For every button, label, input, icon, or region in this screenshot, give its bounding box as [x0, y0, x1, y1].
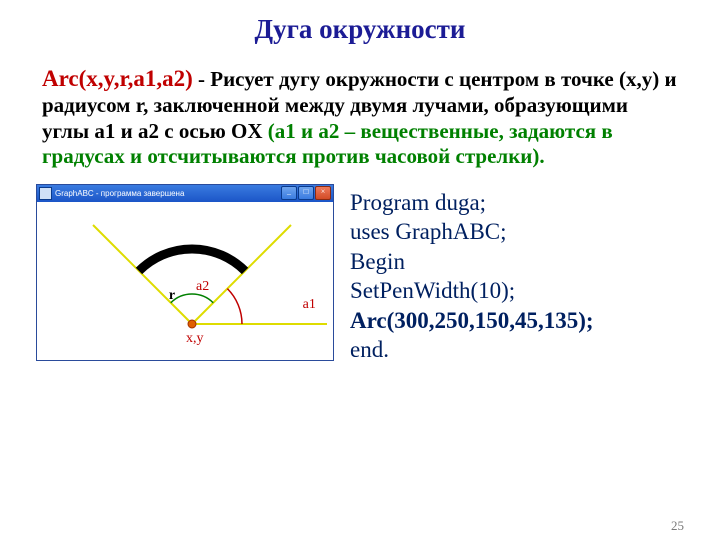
- arc-drawing: x,y r a1 a2: [37, 202, 333, 360]
- code-line: end.: [350, 335, 594, 364]
- code-line: SetPenWidth(10);: [350, 276, 594, 305]
- svg-text:a2: a2: [196, 279, 209, 294]
- close-button[interactable]: ×: [315, 186, 331, 200]
- app-window: GraphABC - программа завершена _ □ × x,y…: [36, 184, 334, 361]
- svg-text:x,y: x,y: [186, 331, 204, 346]
- maximize-button[interactable]: □: [298, 186, 314, 200]
- code-line: Begin: [350, 247, 594, 276]
- svg-text:r: r: [169, 288, 175, 303]
- window-title: GraphABC - программа завершена: [55, 189, 281, 198]
- page-title: Дуга окружности: [0, 14, 720, 45]
- window-titlebar: GraphABC - программа завершена _ □ ×: [37, 185, 333, 202]
- svg-text:a1: a1: [303, 297, 316, 312]
- page-number: 25: [671, 518, 684, 534]
- code-line-arc: Arc(300,250,150,45,135);: [350, 306, 594, 335]
- description: Arc(x,y,r,a1,a2) - Рисует дугу окружност…: [42, 65, 678, 170]
- minimize-button[interactable]: _: [281, 186, 297, 200]
- screenshot: GraphABC - программа завершена _ □ × x,y…: [36, 184, 336, 365]
- code-line: Program duga;: [350, 188, 594, 217]
- code-block: Program duga; uses GraphABC; Begin SetPe…: [350, 188, 594, 365]
- code-line: uses GraphABC;: [350, 217, 594, 246]
- function-signature: Arc(x,y,r,a1,a2): [42, 66, 193, 91]
- drawing-canvas: x,y r a1 a2: [37, 202, 333, 360]
- app-icon: [39, 187, 52, 200]
